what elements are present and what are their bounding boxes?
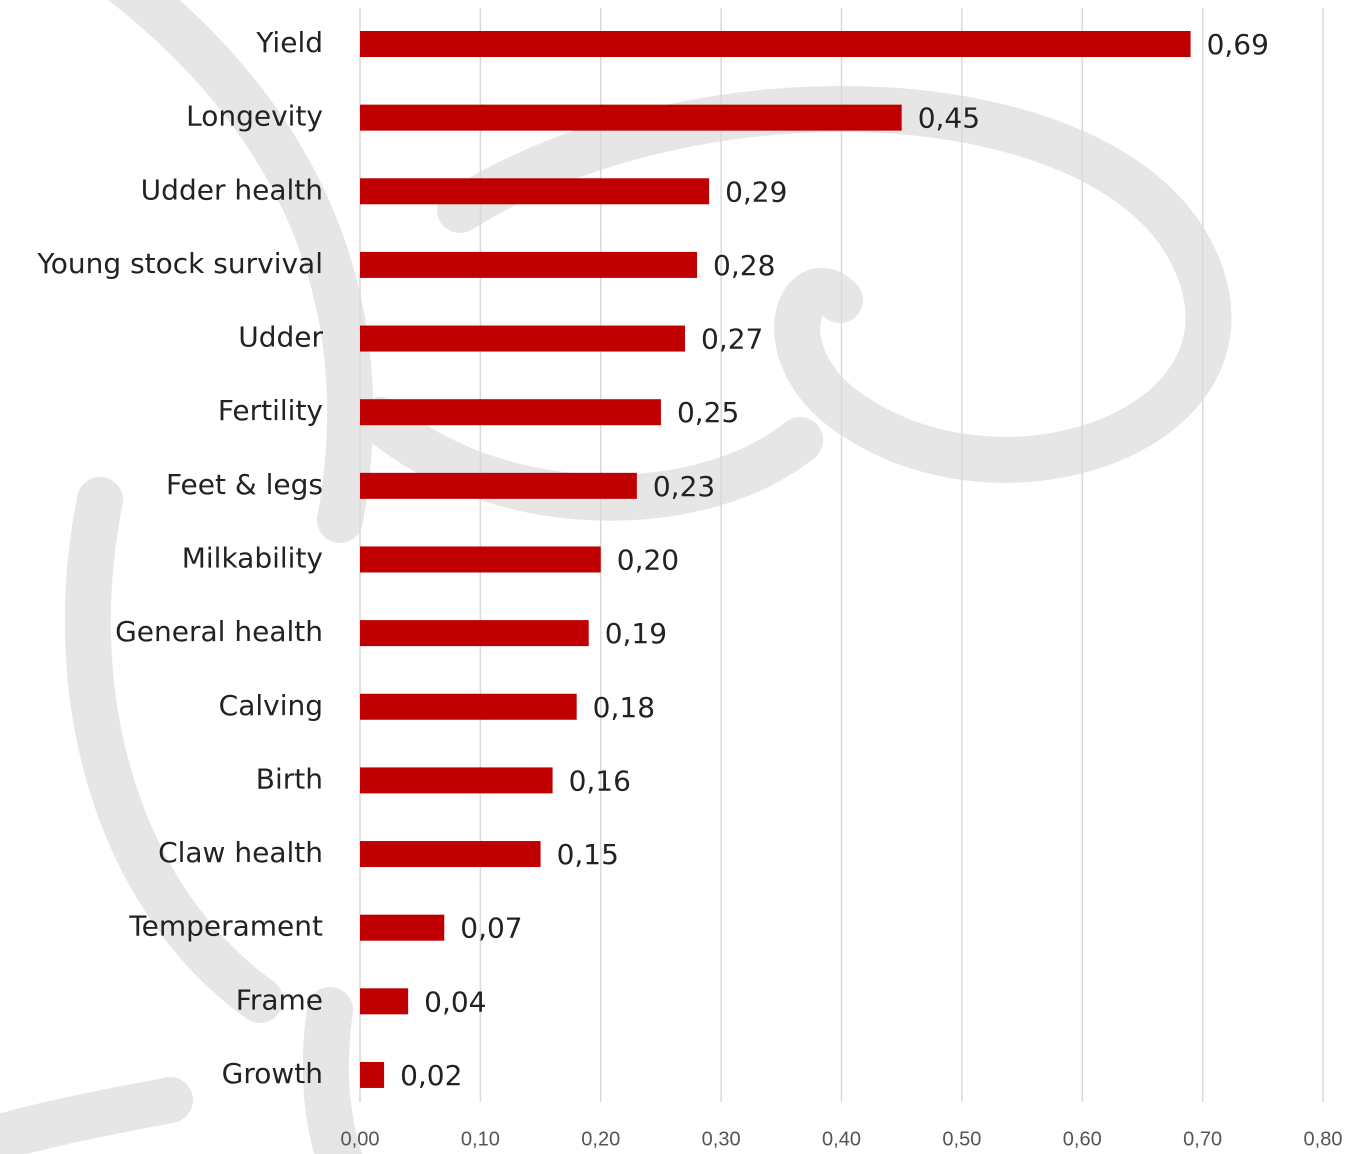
watermark-stroke bbox=[64, 477, 283, 1023]
bar bbox=[360, 399, 661, 426]
value-label: 0,28 bbox=[713, 249, 775, 282]
bar bbox=[360, 325, 686, 352]
category-label: Feet & legs bbox=[166, 468, 323, 501]
value-label: 0,07 bbox=[460, 912, 522, 945]
value-label: 0,02 bbox=[400, 1059, 462, 1092]
category-label: Frame bbox=[236, 983, 323, 1016]
value-label: 0,45 bbox=[918, 102, 980, 135]
category-label: Udder health bbox=[141, 173, 323, 206]
category-label: Fertility bbox=[218, 394, 323, 427]
category-label: Udder bbox=[238, 321, 323, 354]
bar bbox=[360, 472, 637, 499]
bar bbox=[360, 178, 710, 205]
value-label: 0,19 bbox=[605, 617, 667, 650]
x-tick-label: 0,30 bbox=[702, 1128, 741, 1150]
value-label: 0,69 bbox=[1207, 28, 1269, 61]
watermark-stroke bbox=[302, 987, 363, 1154]
bar bbox=[360, 693, 577, 720]
bar bbox=[360, 767, 553, 794]
x-tick-label: 0,10 bbox=[461, 1128, 500, 1150]
value-label: 0,04 bbox=[424, 985, 486, 1018]
value-label: 0,20 bbox=[617, 543, 679, 576]
x-tick-label: 0,40 bbox=[822, 1128, 861, 1150]
value-label: 0,27 bbox=[701, 323, 763, 356]
x-tick-label: 0,20 bbox=[581, 1128, 620, 1150]
bar bbox=[360, 1061, 385, 1088]
bar bbox=[360, 251, 698, 278]
watermark-stroke bbox=[0, 1077, 193, 1154]
bar bbox=[360, 31, 1191, 57]
bar bbox=[360, 546, 601, 573]
category-label: General health bbox=[115, 615, 323, 648]
category-label: Growth bbox=[222, 1057, 323, 1090]
category-label: Calving bbox=[219, 689, 323, 722]
bar bbox=[360, 914, 445, 941]
x-tick-label: 0,70 bbox=[1183, 1128, 1222, 1150]
value-label: 0,16 bbox=[569, 764, 631, 797]
value-label: 0,18 bbox=[593, 691, 655, 724]
category-label: Milkability bbox=[182, 541, 323, 574]
category-label: Longevity bbox=[186, 100, 323, 133]
x-tick-label: 0,80 bbox=[1304, 1128, 1343, 1150]
bar bbox=[360, 988, 409, 1015]
x-tick-label: 0,00 bbox=[341, 1128, 380, 1150]
bar bbox=[360, 104, 902, 131]
category-label: Birth bbox=[256, 762, 323, 795]
value-label: 0,23 bbox=[653, 470, 715, 503]
category-label: Yield bbox=[255, 26, 323, 59]
category-label: Temperament bbox=[128, 910, 323, 943]
category-label: Young stock survival bbox=[36, 247, 323, 280]
value-label: 0,15 bbox=[557, 838, 619, 871]
x-tick-label: 0,50 bbox=[942, 1128, 981, 1150]
category-label: Claw health bbox=[158, 836, 323, 869]
bar bbox=[360, 841, 541, 868]
watermark-stroke bbox=[108, 0, 374, 543]
x-tick-label: 0,60 bbox=[1063, 1128, 1102, 1150]
bar bbox=[360, 620, 589, 647]
value-label: 0,29 bbox=[725, 175, 787, 208]
value-label: 0,25 bbox=[677, 396, 739, 429]
